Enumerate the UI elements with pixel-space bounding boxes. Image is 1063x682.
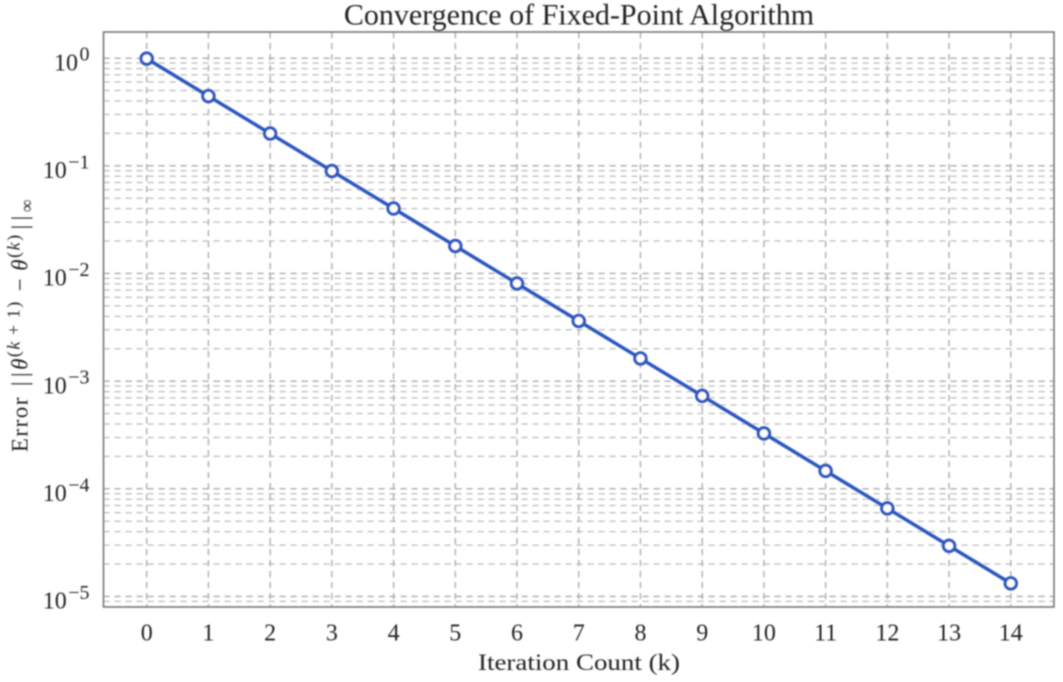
- svg-text:8: 8: [634, 621, 646, 647]
- svg-text:1: 1: [202, 621, 214, 647]
- svg-text:4: 4: [388, 621, 400, 647]
- svg-text:Iteration Count (k): Iteration Count (k): [478, 650, 680, 675]
- svg-text:3: 3: [326, 621, 338, 647]
- svg-text:10: 10: [752, 621, 776, 647]
- svg-text:0: 0: [141, 621, 153, 647]
- svg-text:12: 12: [875, 621, 899, 647]
- svg-text:13: 13: [937, 621, 961, 647]
- svg-text:6: 6: [511, 621, 523, 647]
- svg-text:14: 14: [999, 621, 1023, 647]
- svg-text:9: 9: [696, 621, 708, 647]
- svg-text:2: 2: [264, 621, 276, 647]
- svg-text:5: 5: [449, 621, 461, 647]
- svg-text:Convergence of Fixed-Point Alg: Convergence of Fixed-Point Algorithm: [344, 0, 814, 32]
- svg-text:7: 7: [573, 621, 585, 647]
- svg-text:11: 11: [814, 621, 837, 647]
